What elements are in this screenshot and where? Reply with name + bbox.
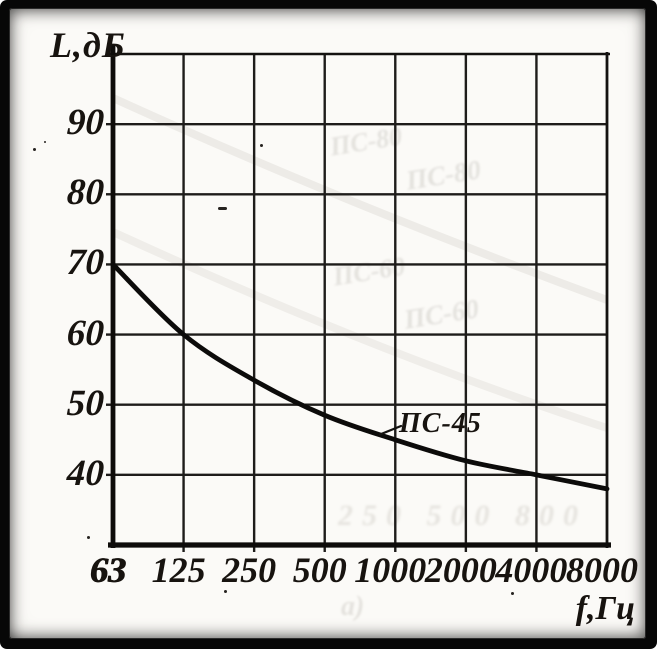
x-tick-label: 250	[222, 550, 277, 590]
scan-speck	[260, 144, 263, 147]
x-tick-label: 63	[90, 550, 126, 590]
y-tick-label: 80	[65, 172, 106, 214]
x-tick-label: 4000	[495, 550, 568, 590]
scan-speck	[224, 590, 227, 593]
y-tick-label: 50	[65, 382, 106, 424]
y-tick-label: 60	[65, 312, 106, 354]
scan-speck	[511, 592, 514, 595]
y-tick-label: 90	[65, 102, 106, 144]
x-tick-label: 125	[151, 550, 206, 590]
scan-speck	[33, 148, 36, 151]
bleedthrough-digits: 250 500 800	[338, 499, 587, 532]
x-tick-label: 1000	[354, 550, 427, 590]
scan-speck	[87, 536, 90, 539]
x-tick-label: 500	[292, 550, 347, 590]
x-tick-label: 2000	[424, 550, 497, 590]
x-tick-label: 8000	[566, 550, 638, 590]
scan-speck	[218, 207, 227, 210]
y-tick-label: 70	[65, 242, 106, 284]
y-tick-label: 40	[65, 452, 106, 494]
y-axis-label: L,дБ	[50, 25, 126, 65]
bleedthrough-note: а)	[341, 591, 365, 622]
scan-speck	[44, 141, 46, 143]
x-axis-label: f,Гц	[575, 590, 635, 627]
curve-label: ПС-45	[399, 408, 482, 439]
